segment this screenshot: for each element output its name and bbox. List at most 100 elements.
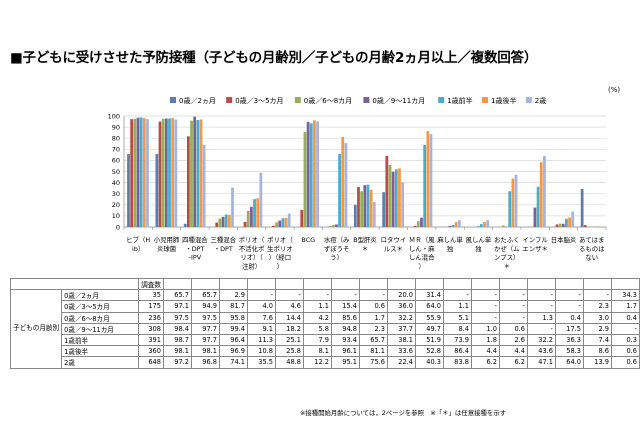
row-label: 2歳: [61, 356, 140, 369]
table-cell: 34.3: [610, 289, 640, 302]
table-cell: 7.6: [246, 311, 276, 324]
row-n: 236: [138, 311, 164, 324]
bar: [303, 131, 307, 227]
bar: [199, 119, 203, 227]
table-cell: 1.1: [302, 300, 332, 313]
table-cell: 94.8: [330, 322, 360, 335]
bar: [511, 178, 515, 227]
table-cell: 5.1: [442, 311, 472, 324]
bar: [394, 169, 398, 227]
bar: [278, 220, 282, 227]
row-n: 308: [138, 322, 164, 335]
bar: [401, 182, 405, 227]
bar: [287, 213, 291, 227]
legend-swatch: [294, 97, 301, 103]
bar: [344, 143, 348, 227]
x-tick-label: 四種混合: [182, 235, 208, 244]
bar: [457, 220, 461, 227]
x-tick-label: 生ポリオ: [267, 244, 293, 253]
table-cell: 98.7: [162, 333, 192, 347]
table-cell: 65.7: [358, 333, 388, 347]
y-axis: 0 10 20 30 40 50 60 70 80 90 100: [108, 112, 607, 231]
table-cell: 10.8: [246, 345, 276, 358]
row-n: 648: [138, 356, 164, 369]
y-tick-label: 70: [112, 146, 120, 154]
x-tick-label: ・DPT: [214, 245, 233, 253]
bar: [171, 118, 175, 227]
x-tick-label: ルス＊: [384, 245, 403, 253]
table-cell: 20.0: [386, 289, 416, 302]
x-tick-label: ＊: [504, 262, 510, 270]
table-cell: 96.1: [330, 345, 360, 358]
bar: [174, 119, 178, 227]
bar: [202, 144, 206, 227]
bar: [142, 118, 146, 227]
x-tick-label: リオ）（: [240, 254, 263, 262]
table-cell: -: [554, 300, 584, 313]
table-cell: 55.9: [414, 311, 444, 324]
table-cell: 35.5: [246, 356, 276, 369]
table-cell: 0.4: [610, 311, 640, 324]
y-tick-label: 90: [112, 123, 120, 131]
table-row: 子どもの月齢別 0歳／2ヵ月 35 65.7 65.7 2.9- - - - -20.0 31.4-…: [9, 289, 640, 369]
table-cell: 0.3: [610, 333, 640, 347]
table-cell: 2.6: [498, 333, 528, 347]
x-tick-label: エンザ＊: [522, 245, 548, 253]
x-tick-label: 風しん単: [466, 235, 492, 244]
bar: [243, 221, 247, 227]
legend-label: 1歳後半: [491, 96, 516, 105]
table-cell: 4.6: [274, 300, 304, 313]
bar: [543, 155, 546, 227]
table-cell: 25.8: [274, 345, 304, 358]
bar: [429, 133, 433, 227]
legend-swatch: [226, 97, 233, 103]
row-n: 175: [138, 300, 164, 313]
x-tick-label: 独: [475, 244, 482, 253]
table-cell: -: [498, 300, 528, 313]
x-tick-label: ib）: [132, 245, 144, 253]
legend: 0歳／2ヵ月 0歳／3～5カ月 0歳／6～8カ月 0歳／9～11カ月 1歳前半 1歳後半 2…: [170, 96, 546, 105]
bar: [231, 187, 234, 227]
bar: [372, 202, 376, 227]
table-cell: 8.6: [582, 345, 612, 358]
table-cell: 4.4: [498, 345, 528, 358]
x-tick-label: 不活化ポ: [239, 244, 265, 253]
table-cell: 97.1: [162, 300, 192, 313]
table-cell: 33.6: [386, 345, 416, 358]
bar: [335, 224, 338, 227]
bar: [568, 217, 571, 227]
table-cell: 18.2: [274, 322, 304, 335]
table-cell: 97.5: [190, 311, 220, 324]
bar: [193, 116, 197, 227]
x-tick-label: 三種混合: [210, 235, 236, 244]
table-cell: -: [330, 289, 360, 302]
table-cell: 36.0: [386, 300, 416, 313]
x-tick-label: ない: [585, 254, 598, 262]
table-row: 0歳／6～8カ月 236 97.5 97.5 95.8 7.6 14.4 4.2 85.6 1.7…: [11, 311, 640, 324]
bars: [127, 116, 603, 227]
y-tick-label: 10: [112, 212, 120, 220]
table-cell: 0.6: [610, 356, 640, 369]
table-row: 0歳／9～11カ月 308 98.4 97.7 99.4 9.1 18.2 5.8 94.8 2.…: [11, 322, 640, 335]
bar: [536, 186, 540, 227]
bar: [155, 154, 159, 227]
bar: [454, 222, 458, 227]
bar: [508, 191, 512, 227]
table-cell: 85.6: [330, 311, 360, 324]
table-cell: 83.8: [442, 356, 472, 369]
table-cell: 98.1: [162, 345, 192, 358]
x-tick-label: ポリオ（: [267, 236, 293, 244]
bar: [272, 225, 275, 227]
bar: [476, 226, 480, 227]
table-cell: 40.3: [414, 356, 444, 369]
table-cell: 0.4: [554, 311, 584, 324]
bar: [565, 218, 568, 227]
table-cell: 8.1: [302, 345, 332, 358]
bar: [186, 136, 190, 227]
x-tick-label: ・DPT: [185, 245, 204, 253]
bar: [313, 120, 316, 227]
table-cell: 86.4: [442, 345, 472, 358]
table-cell: 0.6: [610, 345, 640, 358]
bar: [161, 118, 165, 227]
row-label: 1歳前半: [61, 333, 140, 347]
